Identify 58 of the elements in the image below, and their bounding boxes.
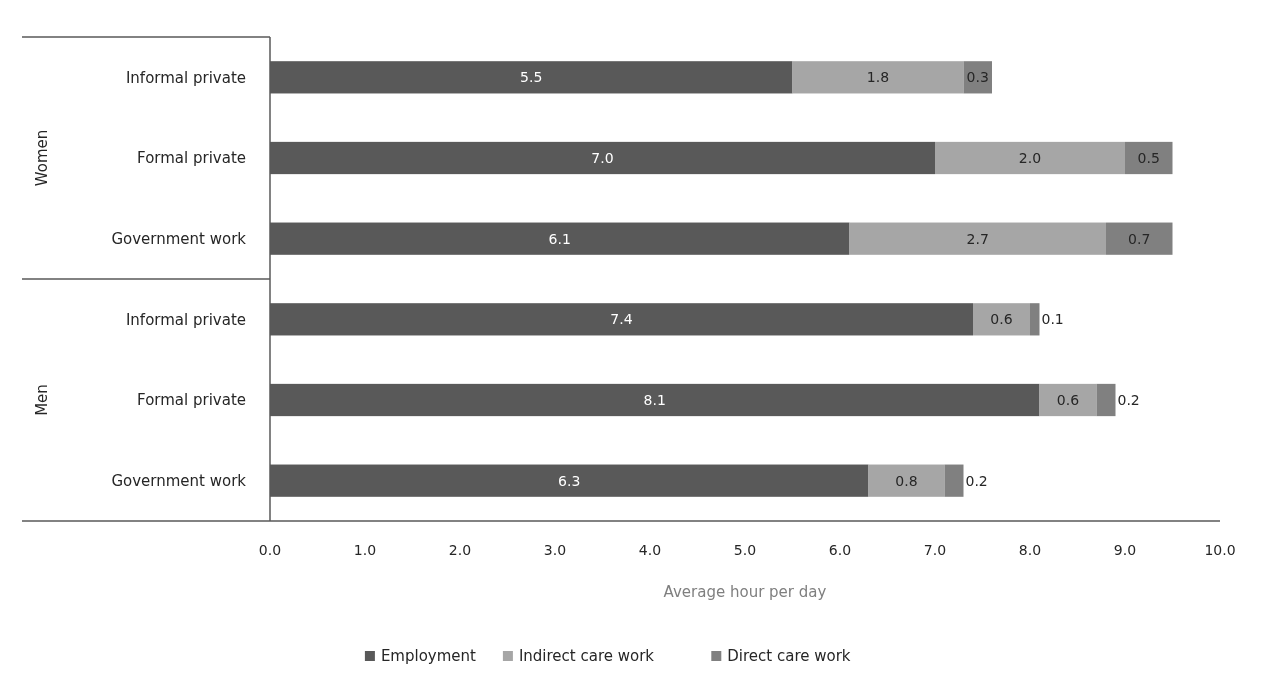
bar [270, 303, 973, 336]
data-label: 0.5 [1137, 149, 1160, 166]
x-axis-title: Average hour per day [663, 583, 827, 602]
data-label: 0.8 [895, 472, 918, 489]
bar [270, 141, 935, 175]
y-tick-label: Formal private [137, 149, 246, 168]
data-label: 0.6 [990, 311, 1013, 328]
y-tick-label: Informal private [125, 310, 246, 329]
y-tick-label: Informal private [125, 68, 246, 87]
bar [1030, 303, 1040, 336]
data-label: 0.3 [966, 69, 989, 86]
y-tick-label: Government work [111, 229, 247, 248]
data-label: 7.4 [610, 311, 633, 328]
text: Men [33, 384, 52, 416]
legend-label: Direct care work [727, 647, 851, 666]
data-label: 2.0 [1018, 149, 1042, 166]
y-tick-label: Formal private [137, 391, 246, 410]
x-tick-label: 7.0 [923, 541, 947, 558]
x-tick-label: 3.0 [543, 541, 567, 558]
data-label: 8.1 [643, 391, 666, 408]
bar [868, 464, 945, 497]
data-label: 7.0 [591, 149, 614, 166]
bar [935, 141, 1125, 175]
bar [270, 222, 850, 255]
bar [270, 464, 869, 497]
data-label: 5.5 [520, 69, 543, 86]
legend-label: Employment [380, 647, 477, 666]
data-label: 0.6 [1056, 391, 1080, 408]
x-tick-label: 10.0 [1204, 541, 1236, 558]
bar [973, 303, 1030, 336]
data-label: 2.7 [966, 230, 989, 247]
bar [270, 61, 793, 94]
data-label: 6.1 [548, 230, 571, 247]
bar [1096, 383, 1116, 417]
bar [1125, 141, 1173, 175]
y-tick-label: Government work [111, 471, 247, 490]
x-tick-label: 6.0 [828, 541, 852, 558]
data-label: 0.1 [1041, 311, 1064, 328]
x-tick-label: 5.0 [733, 541, 757, 558]
bar [1106, 222, 1173, 255]
data-label: 6.3 [558, 472, 581, 489]
bar [849, 222, 1106, 255]
bar [1039, 383, 1097, 417]
x-tick-label: 9.0 [1113, 541, 1137, 558]
legend-label: Indirect care work [518, 647, 655, 666]
text: Women [33, 129, 52, 187]
bar [792, 61, 964, 94]
x-tick-label: 1.0 [353, 541, 377, 558]
x-tick-label: 4.0 [638, 541, 662, 558]
bar [270, 383, 1040, 417]
data-label: 0.2 [1117, 391, 1140, 408]
x-tick-label: 8.0 [1018, 541, 1042, 558]
bar [944, 464, 964, 497]
data-label: 1.8 [866, 69, 890, 86]
x-tick-label: 2.0 [448, 541, 472, 558]
x-tick-label: 0.0 [258, 541, 282, 558]
data-label: 0.7 [1128, 230, 1151, 247]
data-label: 0.2 [965, 472, 988, 489]
